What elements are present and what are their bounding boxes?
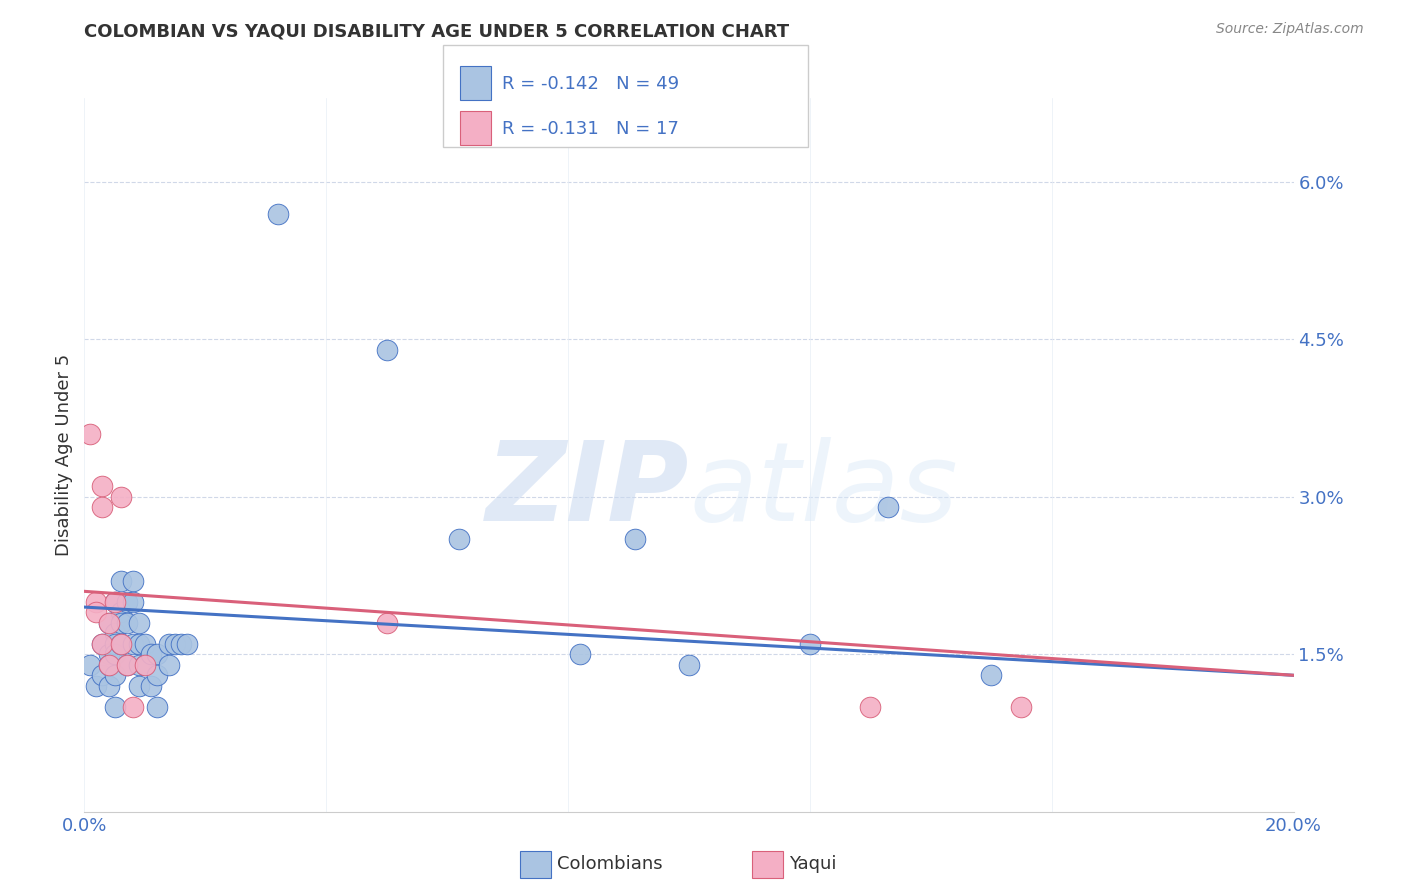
Point <box>104 595 127 609</box>
Point <box>104 626 127 640</box>
Point <box>449 532 471 546</box>
Text: R = -0.131   N = 17: R = -0.131 N = 17 <box>502 120 679 137</box>
Point <box>115 657 138 672</box>
Point <box>980 668 1002 682</box>
Text: Colombians: Colombians <box>557 855 662 873</box>
Point <box>115 615 138 630</box>
Point <box>267 206 290 220</box>
Point <box>146 668 169 682</box>
Point <box>121 595 143 609</box>
Point <box>104 668 127 682</box>
Point <box>134 657 156 672</box>
Point <box>91 637 114 651</box>
Point <box>104 595 127 609</box>
Point <box>91 500 114 515</box>
Point <box>104 637 127 651</box>
Text: COLOMBIAN VS YAQUI DISABILITY AGE UNDER 5 CORRELATION CHART: COLOMBIAN VS YAQUI DISABILITY AGE UNDER … <box>84 22 790 40</box>
Point <box>375 615 398 630</box>
Point <box>97 615 120 630</box>
Point <box>877 500 900 515</box>
Point <box>110 605 132 619</box>
Point <box>115 657 138 672</box>
Point <box>86 595 108 609</box>
Point <box>134 657 156 672</box>
Point <box>139 679 162 693</box>
Point <box>121 574 143 588</box>
Text: R = -0.142   N = 49: R = -0.142 N = 49 <box>502 75 679 93</box>
Point <box>157 637 180 651</box>
Point <box>128 615 150 630</box>
Point <box>110 637 132 651</box>
Point <box>91 668 114 682</box>
Point <box>163 637 186 651</box>
Point <box>97 679 120 693</box>
Point <box>97 648 120 662</box>
Point <box>146 699 169 714</box>
Point <box>134 637 156 651</box>
Point <box>799 637 821 651</box>
Point <box>110 574 132 588</box>
Point <box>79 657 101 672</box>
Point <box>110 615 132 630</box>
Text: ZIP: ZIP <box>485 437 689 544</box>
Point <box>86 605 108 619</box>
Point <box>128 679 150 693</box>
Point <box>375 343 398 357</box>
Text: Source: ZipAtlas.com: Source: ZipAtlas.com <box>1216 22 1364 37</box>
Point <box>157 657 180 672</box>
Point <box>86 679 108 693</box>
Point <box>121 699 143 714</box>
Point <box>146 648 169 662</box>
Point <box>97 657 120 672</box>
Point <box>623 532 645 546</box>
Point <box>110 637 132 651</box>
Point <box>121 637 143 651</box>
Point <box>1010 699 1032 714</box>
Point <box>128 637 150 651</box>
Point <box>176 637 198 651</box>
Point <box>79 426 101 441</box>
Point <box>128 657 150 672</box>
Point <box>859 699 882 714</box>
Point <box>91 479 114 493</box>
Point <box>104 648 127 662</box>
Y-axis label: Disability Age Under 5: Disability Age Under 5 <box>55 354 73 556</box>
Point <box>104 699 127 714</box>
Point <box>678 657 700 672</box>
Point <box>569 648 592 662</box>
Point <box>110 490 132 504</box>
Point <box>170 637 193 651</box>
Point <box>139 648 162 662</box>
Point <box>91 637 114 651</box>
Text: Yaqui: Yaqui <box>789 855 837 873</box>
Point <box>115 595 138 609</box>
Point <box>97 657 120 672</box>
Text: atlas: atlas <box>689 437 957 544</box>
Point <box>97 615 120 630</box>
